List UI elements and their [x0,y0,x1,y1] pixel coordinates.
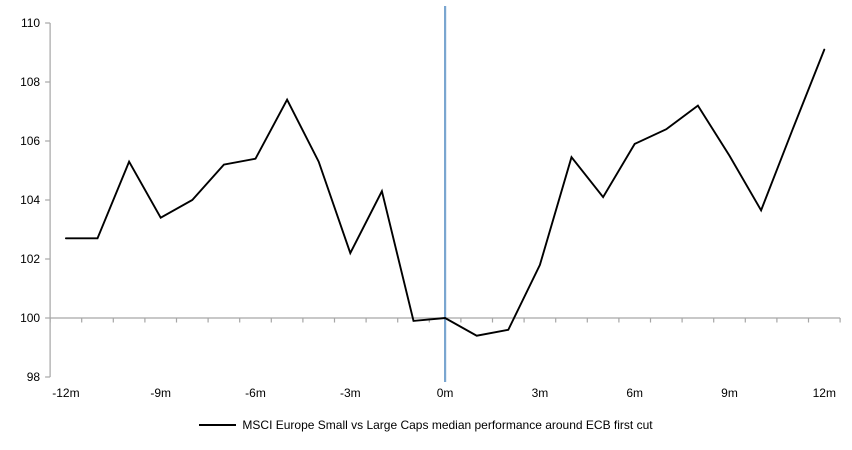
y-axis-tick-label: 104 [20,193,40,207]
x-axis-tick-label: 6m [626,386,643,400]
y-axis-tick-label: 108 [20,75,40,89]
legend-label: MSCI Europe Small vs Large Caps median p… [242,418,653,432]
x-axis-tick-label: 0m [437,386,454,400]
series-line [64,48,826,337]
y-axis-tick-label: 102 [20,252,40,266]
x-axis-tick-label: 12m [813,386,836,400]
x-axis-tick-label: -9m [150,386,171,400]
y-axis-tick-label: 98 [27,370,41,384]
legend-line-swatch [199,424,237,426]
y-axis-tick-label: 100 [20,311,40,325]
y-axis-tick-label: 106 [20,134,40,148]
legend: MSCI Europe Small vs Large Caps median p… [0,418,852,432]
x-axis-tick-label: -6m [245,386,266,400]
x-axis-tick-label: 9m [721,386,738,400]
y-axis-tick-label: 110 [21,16,40,30]
x-axis-tick-label: 3m [532,386,549,400]
chart-svg: 98 100 102 104 106 108 110 -12m -9m -6m -3m 0m 3m 6m 9… [20,6,841,400]
x-axis-tick-label: -12m [52,386,79,400]
x-axis-tick-label: -3m [340,386,361,400]
